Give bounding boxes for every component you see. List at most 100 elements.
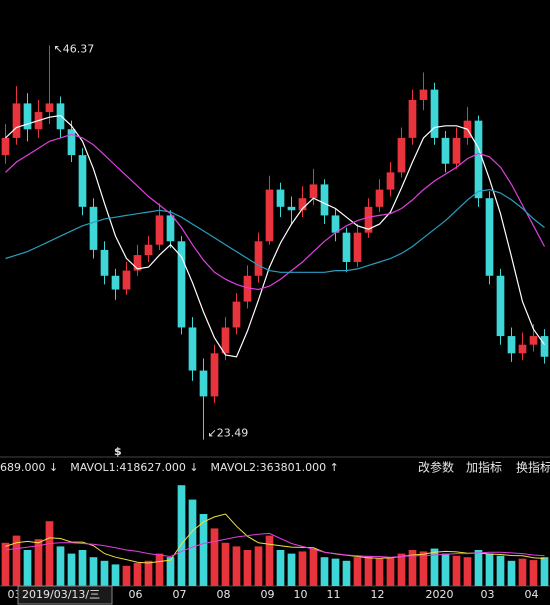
- mavol-line: [5, 513, 545, 564]
- volume-bar: [177, 485, 186, 586]
- volume-bar: [540, 557, 549, 586]
- candle-body: [364, 206, 373, 233]
- volume-header: MAVOL1:418627.000 ↓: [70, 461, 198, 474]
- candle-body: [232, 301, 241, 328]
- candle-body: [408, 99, 417, 138]
- candle-body: [56, 103, 65, 130]
- x-tick-label: 07: [173, 588, 187, 601]
- volume-bar: [430, 548, 439, 586]
- candle-body: [122, 270, 131, 290]
- volume-bar: [144, 560, 153, 586]
- volume-bar: [23, 550, 32, 586]
- candle-body: [496, 275, 505, 337]
- candle-body: [265, 189, 274, 242]
- candle-body: [320, 184, 329, 216]
- volume-bar: [331, 558, 340, 586]
- x-tick-label: 08: [217, 588, 231, 601]
- candle-body: [111, 275, 120, 290]
- x-tick-label: 2020: [426, 588, 454, 601]
- cursor-label: 2019/03/13/三: [22, 588, 100, 601]
- button[interactable]: 加指标: [466, 460, 502, 475]
- volume-bar: [364, 555, 373, 586]
- volume-bar: [496, 555, 505, 586]
- volume-bar: [375, 558, 384, 586]
- x-tick-label: 03: [481, 588, 495, 601]
- candle-body: [133, 255, 142, 271]
- signal-marker: $: [114, 445, 122, 458]
- volume-bar: [243, 550, 252, 586]
- price-annotation: ↙23.49: [208, 427, 249, 440]
- ma-line: [5, 188, 545, 273]
- candle-body: [474, 120, 483, 199]
- volume-bar: [122, 565, 131, 586]
- candle-body: [375, 189, 384, 207]
- volume-bar: [408, 550, 417, 586]
- x-tick-label: 04: [525, 588, 539, 601]
- volume-bar: [441, 553, 450, 586]
- candle-body: [210, 353, 219, 397]
- x-tick-label: 11: [327, 588, 341, 601]
- volume-bar: [133, 562, 142, 586]
- x-tick-label: 06: [129, 588, 143, 601]
- volume-bar: [518, 558, 527, 586]
- volume-bar: [111, 564, 120, 586]
- candle-body: [485, 198, 494, 276]
- price-annotation: ↖46.37: [54, 42, 95, 55]
- volume-bar: [34, 539, 43, 586]
- volume-bar: [419, 551, 428, 586]
- candle-body: [254, 241, 263, 276]
- volume-bar: [397, 553, 406, 586]
- volume-header: 689.000 ↓: [0, 461, 58, 474]
- volume-bar: [1, 542, 10, 586]
- candle-body: [342, 232, 351, 262]
- candle-body: [67, 129, 76, 156]
- candle-body: [540, 336, 549, 357]
- candle-body: [199, 370, 208, 397]
- candle-body: [1, 137, 10, 156]
- candle-body: [386, 172, 395, 190]
- candle-body: [419, 89, 428, 100]
- volume-header: MAVOL2:363801.000 ↑: [211, 461, 339, 474]
- volume-bar: [254, 546, 263, 586]
- ma-line: [5, 114, 545, 358]
- volume-bar: [199, 514, 208, 586]
- volume-bar: [287, 553, 296, 586]
- volume-bar: [265, 535, 274, 586]
- volume-bar: [474, 550, 483, 586]
- volume-bar: [463, 557, 472, 586]
- volume-bar: [452, 555, 461, 586]
- x-tick-label: 12: [371, 588, 385, 601]
- volume-bar: [276, 550, 285, 586]
- volume-bar: [166, 557, 175, 586]
- volume-bar: [221, 542, 230, 586]
- candle-body: [452, 137, 461, 164]
- candle-body: [23, 103, 32, 130]
- volume-bar: [188, 499, 197, 586]
- candle-body: [45, 103, 54, 113]
- candle-body: [298, 198, 307, 211]
- volume-bar: [353, 557, 362, 586]
- volume-bar: [56, 546, 65, 586]
- volume-bar: [298, 551, 307, 586]
- volume-bar: [485, 553, 494, 586]
- cursor-label-box: [17, 585, 113, 605]
- volume-bar: [386, 557, 395, 586]
- x-tick-label: 10: [294, 588, 308, 601]
- candle-body: [276, 189, 285, 207]
- candle-body: [507, 336, 516, 354]
- button[interactable]: 改参数: [418, 460, 454, 475]
- candle-body: [12, 103, 21, 138]
- volume-bar: [100, 560, 109, 586]
- volume-bar: [507, 560, 516, 586]
- candle-body: [287, 206, 296, 211]
- volume-bar: [67, 553, 76, 586]
- ma-line: [5, 133, 546, 291]
- volume-bar: [89, 557, 98, 586]
- candle-body: [177, 241, 186, 328]
- button[interactable]: 换指标: [516, 460, 550, 475]
- candle-body: [243, 275, 252, 302]
- candle-body: [100, 249, 109, 276]
- candle-body: [441, 137, 450, 164]
- candle-body: [155, 215, 164, 245]
- candle-body: [353, 232, 362, 262]
